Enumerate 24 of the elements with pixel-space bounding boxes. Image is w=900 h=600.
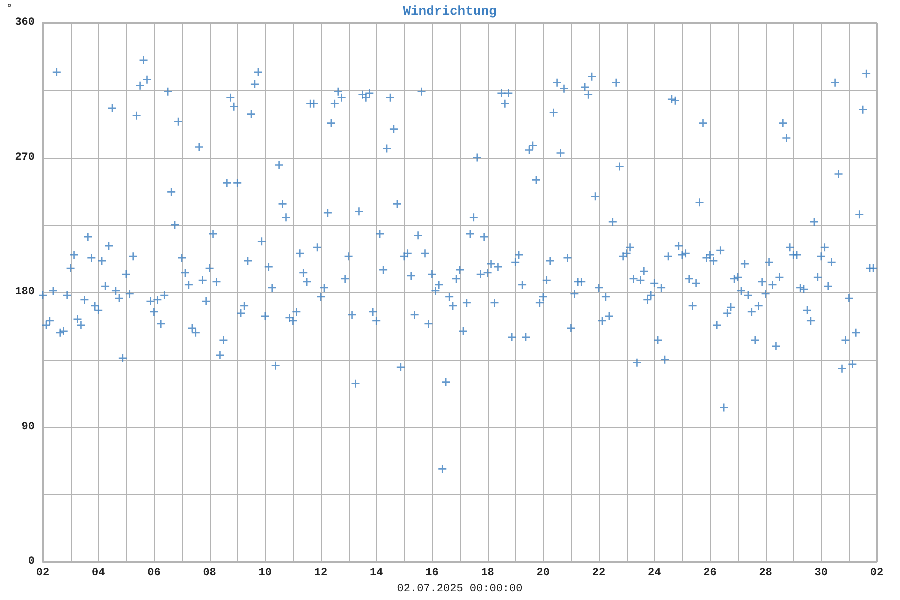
x-tick-label: 18 (481, 568, 495, 580)
x-tick-label: 16 (426, 568, 439, 580)
y-tick-label: 180 (15, 286, 35, 298)
x-tick-label: 24 (648, 568, 662, 580)
x-tick-label: 20 (536, 568, 550, 580)
x-tick-label: 14 (370, 568, 384, 580)
x-tick-label: 10 (258, 568, 272, 580)
x-tick-label: 12 (314, 568, 328, 580)
x-tick-label: 22 (592, 568, 606, 580)
y-tick-label: 360 (15, 17, 35, 29)
x-tick-label: 28 (759, 568, 773, 580)
x-tick-label: 02 (870, 568, 884, 580)
chart-title: Windrichtung (403, 4, 497, 19)
y-tick-label: 270 (15, 152, 35, 164)
x-tick-label: 30 (814, 568, 828, 580)
x-tick-label: 02 (36, 568, 50, 580)
y-tick-label: 90 (22, 421, 35, 434)
x-tick-label: 26 (704, 568, 717, 580)
x-axis-title: 02.07.2025 00:00:00 (397, 584, 523, 596)
y-tick-label: 0 (28, 556, 35, 568)
x-tick-label: 08 (203, 568, 217, 580)
x-tick-label: 04 (92, 568, 106, 580)
y-axis-title: ° (6, 4, 13, 16)
x-tick-label: 06 (148, 568, 161, 580)
